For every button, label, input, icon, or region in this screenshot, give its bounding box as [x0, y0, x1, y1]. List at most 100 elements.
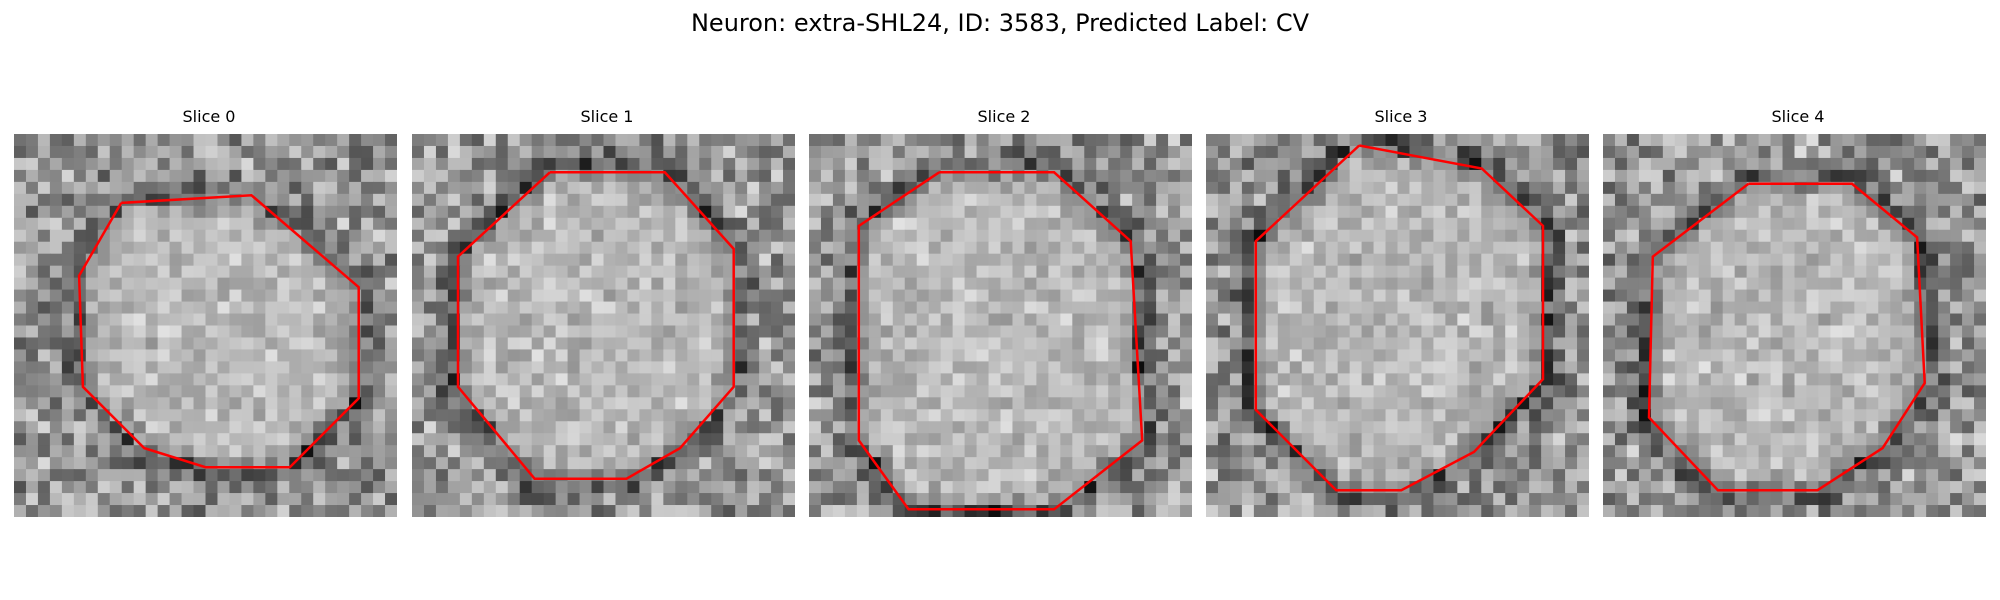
pixel: [1265, 469, 1279, 482]
pixel: [663, 397, 676, 410]
pixel: [1505, 277, 1518, 291]
pixel: [1144, 421, 1157, 434]
pixel: [1830, 193, 1843, 207]
pixel: [1373, 325, 1387, 339]
pixel: [1890, 313, 1903, 327]
pixel: [337, 469, 350, 482]
pixel: [820, 277, 834, 291]
pixel: [1698, 313, 1712, 327]
pixel: [1902, 145, 1915, 159]
pixel: [109, 397, 123, 410]
pixel: [1469, 457, 1482, 470]
pixel: [1132, 409, 1145, 422]
pixel: [1902, 349, 1915, 363]
pixel: [361, 349, 374, 363]
pixel: [49, 217, 63, 231]
pixel: [1722, 301, 1736, 315]
pixel: [1565, 337, 1578, 351]
pixel: [423, 325, 437, 339]
pixel: [1289, 145, 1303, 159]
pixel: [385, 445, 397, 458]
pixel: [109, 481, 123, 494]
pixel: [325, 157, 338, 171]
pixel: [1541, 169, 1554, 183]
pixel: [253, 289, 266, 303]
pixel: [555, 313, 569, 327]
pixel: [1662, 373, 1676, 386]
pixel: [109, 157, 123, 171]
pixel: [37, 445, 51, 458]
pixel: [85, 205, 99, 219]
pixel: [880, 134, 894, 147]
pixel: [832, 313, 846, 327]
pixel: [349, 241, 362, 255]
pixel: [675, 493, 688, 506]
pixel: [1144, 373, 1157, 386]
pixel: [1830, 313, 1843, 327]
pixel: [97, 493, 111, 506]
pixel: [337, 205, 350, 219]
pixel: [61, 397, 75, 410]
pixel: [25, 217, 39, 231]
pixel: [1626, 229, 1640, 243]
pixel: [49, 169, 63, 183]
pixel: [759, 385, 772, 398]
pixel: [121, 205, 135, 219]
pixel: [1313, 265, 1327, 279]
pixel: [735, 313, 748, 327]
pixel: [361, 445, 374, 458]
pixel: [1301, 289, 1315, 303]
pixel: [1120, 361, 1133, 374]
pixel: [711, 445, 724, 458]
pixel: [373, 469, 386, 482]
pixel: [699, 373, 712, 386]
pixel: [1457, 349, 1470, 363]
pixel: [1782, 397, 1796, 410]
pixel: [1084, 361, 1097, 374]
pixel: [1084, 337, 1097, 351]
pixel: [1962, 373, 1975, 386]
pixel: [193, 134, 207, 147]
pixel: [1156, 229, 1169, 243]
pixel: [85, 145, 99, 159]
pixel: [507, 157, 521, 171]
pixel: [1229, 337, 1243, 351]
pixel: [241, 205, 254, 219]
pixel: [1818, 409, 1832, 422]
pixel: [1096, 289, 1109, 303]
pixel: [14, 481, 27, 494]
pixel: [783, 481, 795, 494]
pixel: [217, 301, 231, 315]
pixel: [1409, 205, 1423, 219]
pixel: [447, 457, 461, 470]
pixel: [1770, 289, 1784, 303]
pixel: [892, 373, 906, 386]
pixel: [181, 469, 195, 482]
pixel: [783, 361, 795, 374]
pixel: [1565, 349, 1578, 363]
pixel: [1120, 289, 1133, 303]
pixel: [579, 134, 593, 147]
pixel: [1120, 241, 1133, 255]
pixel: [253, 409, 266, 422]
pixel: [109, 505, 123, 517]
pixel: [265, 289, 278, 303]
pixel: [25, 289, 39, 303]
pixel: [928, 253, 942, 267]
pixel: [1674, 157, 1688, 171]
pixel: [1132, 445, 1145, 458]
pixel: [253, 385, 266, 398]
pixel: [639, 229, 652, 243]
pixel: [651, 265, 664, 279]
pixel: [1603, 433, 1616, 446]
pixel: [1577, 409, 1589, 422]
pixel: [615, 277, 629, 291]
pixel: [325, 325, 338, 339]
pixel: [1445, 397, 1458, 410]
pixel: [471, 337, 485, 351]
pixel: [435, 469, 449, 482]
pixel: [1000, 361, 1014, 374]
pixel: [904, 397, 918, 410]
pixel: [1385, 481, 1399, 494]
pixel: [1914, 253, 1927, 267]
